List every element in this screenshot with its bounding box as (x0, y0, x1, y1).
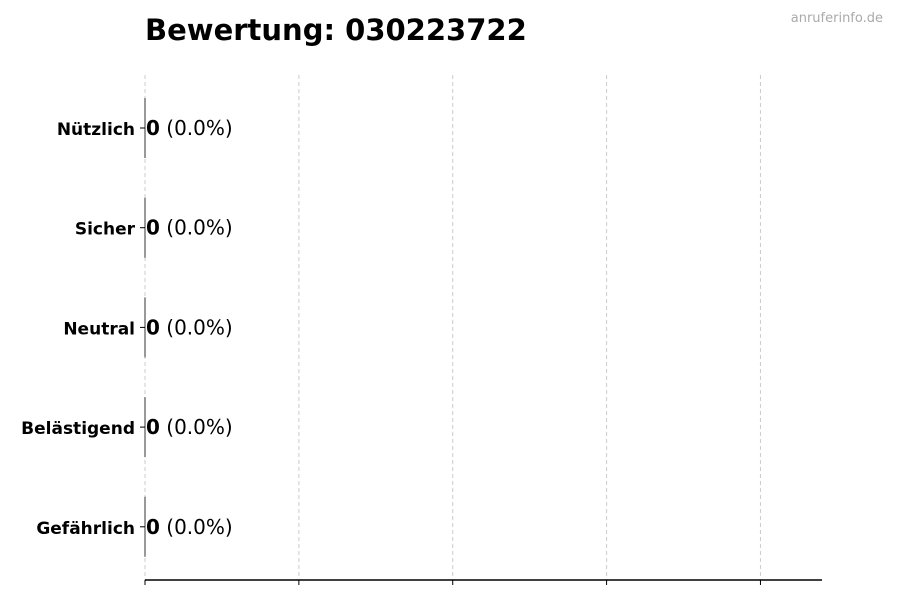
watermark: anruferinfo.de (791, 11, 883, 26)
value-label: 0 (0.0%) (146, 515, 233, 539)
value-label: 0 (0.0%) (146, 315, 233, 339)
category-label: Sicher (75, 220, 136, 240)
value-label: 0 (0.0%) (146, 216, 233, 240)
value-percent: (0.0%) (160, 415, 233, 439)
value-label: 0 (0.0%) (146, 116, 233, 140)
value-count: 0 (146, 216, 160, 240)
value-count: 0 (146, 315, 160, 339)
value-percent: (0.0%) (160, 116, 233, 140)
value-count: 0 (146, 515, 160, 539)
category-label: Belästigend (21, 419, 135, 439)
value-percent: (0.0%) (160, 515, 233, 539)
category-label: Nützlich (57, 120, 135, 140)
value-count: 0 (146, 116, 160, 140)
category-label: Gefährlich (36, 519, 135, 539)
value-label: 0 (0.0%) (146, 415, 233, 439)
chart-title: Bewertung: 030223722 (145, 13, 527, 47)
category-label: Neutral (63, 319, 135, 339)
value-percent: (0.0%) (160, 315, 233, 339)
value-percent: (0.0%) (160, 216, 233, 240)
value-count: 0 (146, 415, 160, 439)
